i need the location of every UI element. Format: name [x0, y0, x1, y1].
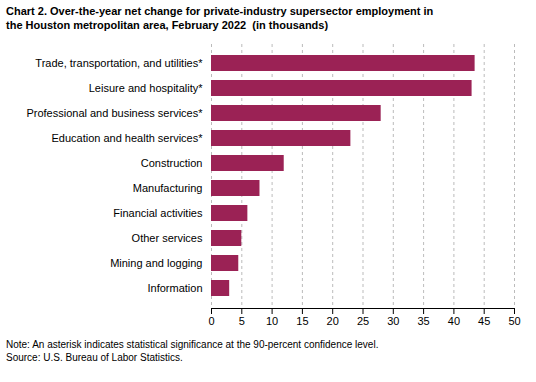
svg-text:Financial activities: Financial activities [113, 207, 203, 219]
svg-text:0: 0 [208, 315, 214, 327]
svg-text:Other services: Other services [132, 232, 203, 244]
svg-text:20: 20 [327, 315, 339, 327]
svg-text:5: 5 [239, 315, 245, 327]
svg-text:30: 30 [387, 315, 399, 327]
svg-text:15: 15 [296, 315, 308, 327]
svg-text:Education and health services*: Education and health services* [51, 132, 203, 144]
svg-text:10: 10 [266, 315, 278, 327]
svg-text:Information: Information [147, 282, 202, 294]
svg-text:40: 40 [448, 315, 460, 327]
html-text:Note: An asterisk indicates st: Note: An asterisk indicates statistical … [6, 339, 379, 363]
svg-text:Construction: Construction [141, 157, 203, 169]
html-text:Chart 2. Over-the-year net cha: Chart 2. Over-the-year net change for pr… [6, 5, 434, 31]
svg-text:Professional and business serv: Professional and business services* [26, 107, 203, 119]
svg-text:Mining and logging: Mining and logging [110, 257, 202, 269]
svg-text:50: 50 [508, 315, 520, 327]
svg-text:25: 25 [357, 315, 369, 327]
svg-text:45: 45 [478, 315, 490, 327]
svg-text:35: 35 [417, 315, 429, 327]
svg-text:Manufacturing: Manufacturing [133, 182, 203, 194]
svg-text:Trade, transportation, and uti: Trade, transportation, and utilities* [35, 57, 203, 69]
svg-text:Leisure and hospitality*: Leisure and hospitality* [89, 82, 203, 94]
